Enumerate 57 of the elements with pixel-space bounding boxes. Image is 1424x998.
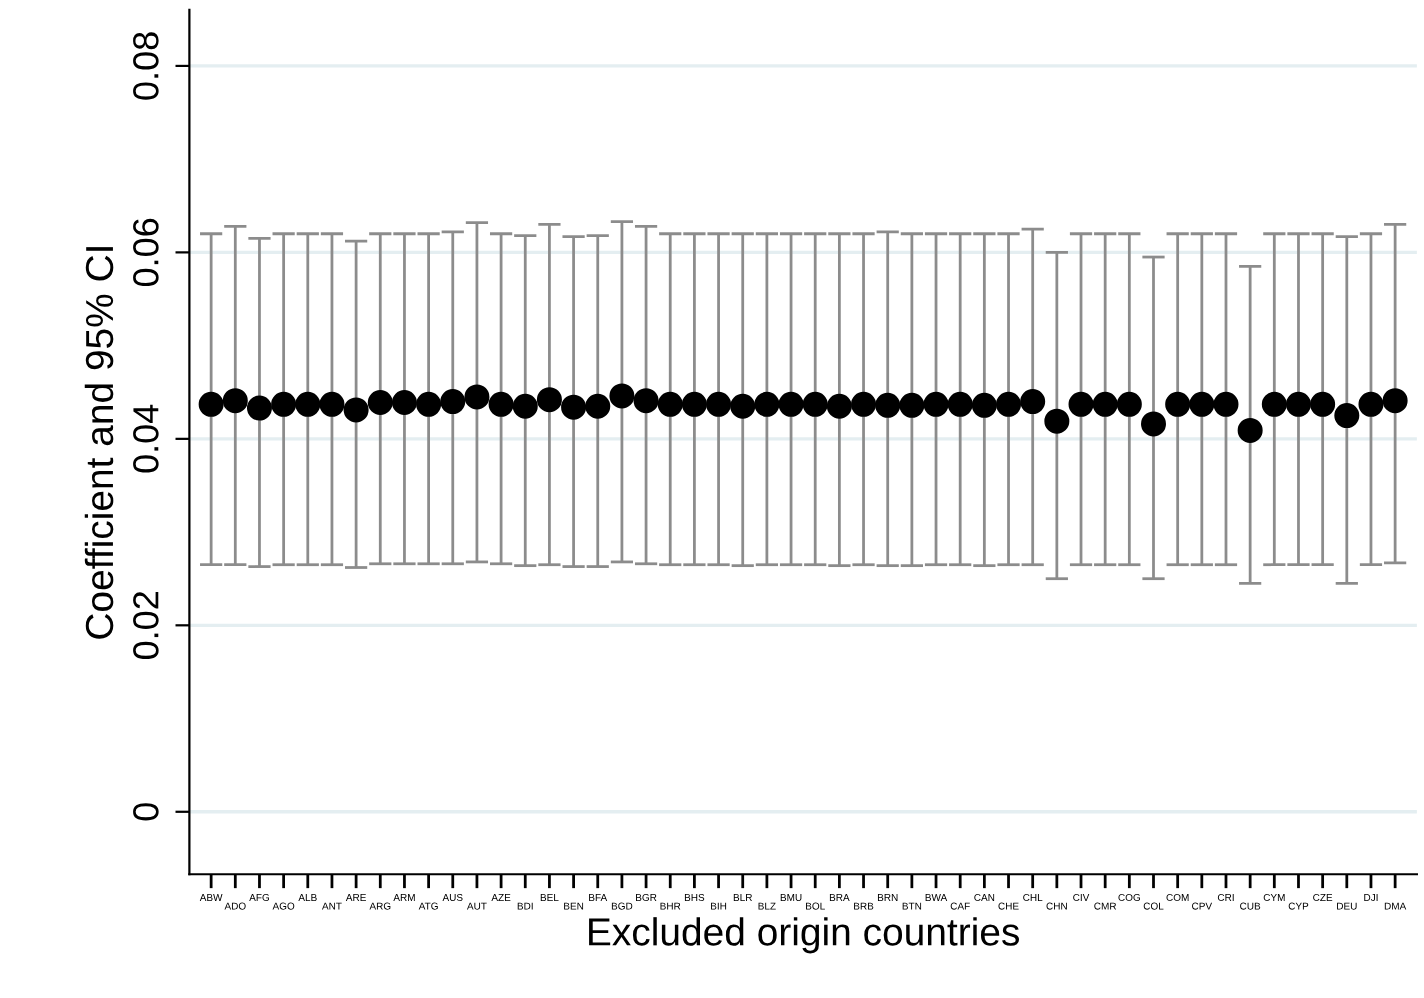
y-tick-label: 0.08 xyxy=(133,32,159,100)
point xyxy=(536,387,562,413)
point xyxy=(1213,391,1239,417)
point xyxy=(464,384,490,410)
point xyxy=(1044,408,1070,434)
point xyxy=(730,393,756,419)
point xyxy=(971,392,997,418)
point xyxy=(295,391,321,417)
point xyxy=(706,391,732,417)
point xyxy=(1189,391,1215,417)
y-tick-label: 0 xyxy=(133,803,159,821)
point xyxy=(343,397,369,423)
point xyxy=(609,383,635,409)
point xyxy=(1334,403,1360,429)
y-tick-label: 0.06 xyxy=(133,218,159,287)
point xyxy=(1020,389,1046,415)
point xyxy=(488,391,514,417)
point xyxy=(319,391,345,417)
point xyxy=(1068,391,1094,417)
point xyxy=(1165,391,1191,417)
point xyxy=(681,391,707,417)
point xyxy=(1285,391,1311,417)
point xyxy=(246,395,272,421)
point xyxy=(391,389,417,415)
point xyxy=(440,389,466,415)
point xyxy=(585,393,611,419)
y-tick-label: 0.02 xyxy=(133,591,159,660)
y-tick-label: 0.04 xyxy=(133,404,159,473)
point xyxy=(416,391,442,417)
point xyxy=(754,391,780,417)
point xyxy=(1141,411,1166,437)
point xyxy=(657,391,683,417)
point xyxy=(923,391,949,417)
point xyxy=(1358,391,1384,417)
point xyxy=(367,389,393,415)
point xyxy=(996,391,1022,417)
point xyxy=(947,391,973,417)
point xyxy=(512,393,538,419)
point xyxy=(271,391,297,417)
point xyxy=(633,388,659,414)
y-axis-title: Coefficient and 95% CI xyxy=(84,247,114,639)
point xyxy=(899,392,925,418)
point xyxy=(198,391,224,417)
point xyxy=(778,391,804,417)
point xyxy=(875,392,901,418)
x-axis-title: Excluded origin countries xyxy=(589,917,1019,954)
point xyxy=(1116,391,1142,417)
point xyxy=(802,391,828,417)
point xyxy=(1310,391,1336,417)
point xyxy=(1382,388,1408,414)
point xyxy=(826,393,852,419)
point xyxy=(1261,391,1287,417)
point xyxy=(1092,391,1118,417)
point xyxy=(561,394,587,420)
point xyxy=(851,391,877,417)
point xyxy=(1237,417,1263,443)
point xyxy=(222,388,248,414)
